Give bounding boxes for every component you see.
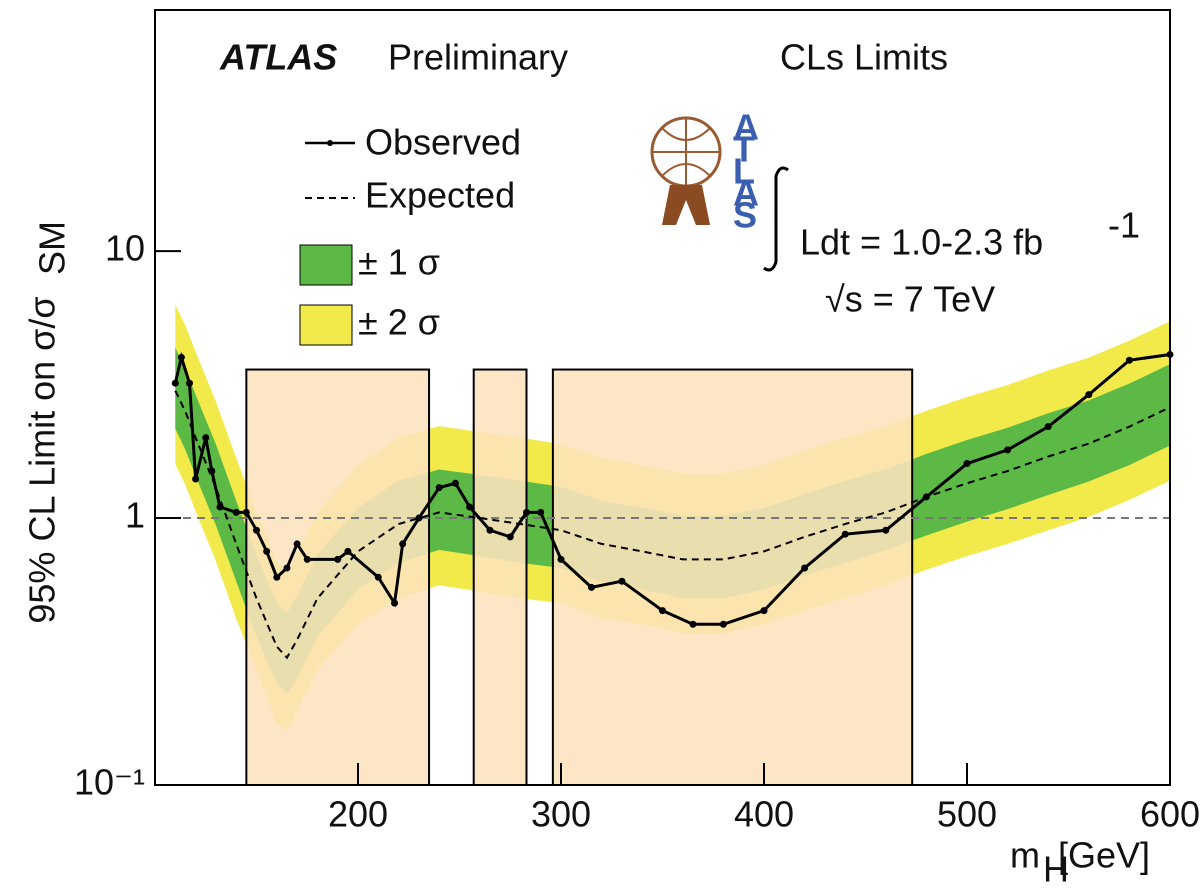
excluded-region — [551, 368, 914, 786]
point — [391, 599, 399, 607]
point — [618, 577, 626, 585]
y-tick-label: 1 — [125, 495, 145, 536]
point — [208, 467, 216, 475]
point — [466, 503, 474, 511]
x-axis-unit: [GeV] — [1058, 835, 1150, 876]
method: CLs Limits — [780, 37, 948, 78]
point — [963, 460, 971, 468]
logo-letter: A — [733, 107, 759, 148]
logo-letter: L — [733, 151, 755, 192]
point — [1085, 391, 1093, 399]
y-axis-label: 95% CL Limit on σ/σ SM — [22, 221, 73, 624]
logo-letter: T — [733, 129, 755, 170]
legend-label: Observed — [365, 122, 521, 163]
x-axis-label: m — [1010, 835, 1040, 876]
point — [293, 540, 301, 548]
point — [557, 555, 565, 563]
plot-area — [155, 304, 1174, 786]
point — [283, 564, 291, 572]
point — [399, 540, 407, 548]
x-tick-label: 300 — [531, 794, 591, 835]
legend-label: ± 1 σ — [358, 242, 440, 283]
point — [486, 526, 494, 534]
x-axis-label-sub: H — [1043, 849, 1069, 890]
point — [232, 508, 240, 516]
logo-lines — [652, 118, 720, 186]
point — [216, 503, 224, 511]
y-tick-label: 10⁻¹ — [74, 762, 145, 803]
point — [242, 508, 250, 516]
point — [522, 508, 530, 516]
legend-label: ± 2 σ — [358, 302, 440, 343]
legend: Observed Expected ± 1 σ ± 2 σ — [299, 122, 521, 346]
point — [263, 547, 271, 555]
point — [1044, 423, 1052, 431]
point — [1004, 446, 1012, 454]
point — [659, 607, 666, 615]
logo: A T L A S — [650, 107, 759, 236]
x-tick-label: 200 — [328, 794, 388, 835]
point — [303, 555, 311, 563]
point — [435, 484, 443, 492]
x-tick-label: 600 — [1140, 794, 1200, 835]
point — [587, 583, 595, 591]
legend-label: Expected — [365, 175, 515, 216]
point — [719, 620, 727, 628]
point — [334, 555, 342, 563]
y-tick-label: 10 — [105, 228, 145, 269]
point — [801, 564, 809, 572]
point — [192, 475, 200, 483]
point — [506, 533, 514, 541]
point — [451, 479, 459, 487]
excluded-region — [472, 368, 528, 786]
logo-figure — [662, 185, 710, 225]
point — [760, 607, 768, 615]
point — [186, 379, 194, 387]
point — [537, 508, 545, 516]
point — [922, 493, 930, 501]
point — [1125, 356, 1133, 364]
point — [415, 514, 423, 522]
title: ATLAS — [219, 37, 337, 78]
point — [374, 573, 382, 581]
y-axis-label-sub: SM — [32, 221, 73, 275]
y-axis-label-text: 95% CL Limit on σ/σ — [22, 296, 63, 623]
point — [171, 379, 179, 387]
x-tick-label: 400 — [734, 794, 794, 835]
legend-swatch — [299, 304, 353, 346]
point — [273, 573, 281, 581]
point — [344, 547, 352, 555]
point — [202, 434, 210, 442]
integral-sign — [763, 166, 789, 272]
legend-swatch — [299, 244, 353, 286]
logo-letter: A — [733, 173, 759, 214]
energy: √s = 7 TeV — [825, 279, 995, 320]
frame — [154, 9, 1171, 786]
point — [882, 526, 890, 534]
subtitle: Preliminary — [388, 37, 568, 78]
point — [253, 526, 260, 534]
lumi: Ldt = 1.0-2.3 fb — [800, 222, 1043, 263]
legend-marker — [327, 140, 333, 146]
lumi-sup: -1 — [1108, 205, 1140, 246]
logo-letter: S — [733, 195, 757, 236]
point — [177, 353, 185, 361]
point — [841, 530, 849, 538]
point — [689, 620, 697, 628]
x-tick-label: 500 — [937, 794, 997, 835]
